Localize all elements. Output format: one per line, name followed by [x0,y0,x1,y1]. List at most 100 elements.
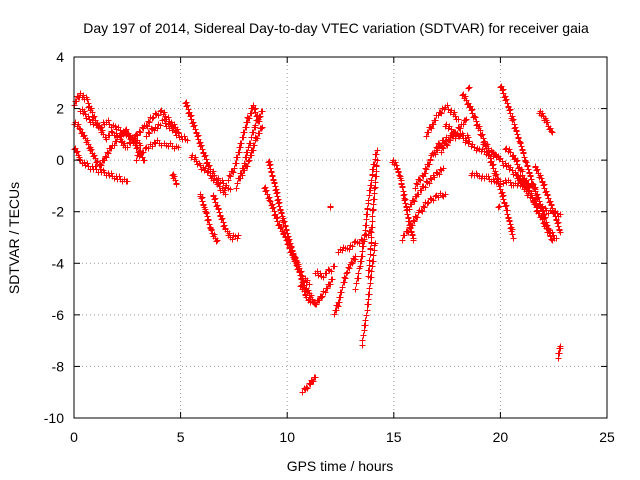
data-point [304,385,311,392]
data-point [198,142,205,149]
data-point [344,269,351,276]
data-point [124,144,131,151]
data-point [133,157,140,164]
data-point [442,191,449,198]
data-point [241,129,248,136]
data-point [143,122,150,129]
data-point [211,231,218,238]
data-point [447,137,454,144]
data-point [528,192,535,199]
data-point [513,158,520,165]
data-point [438,149,445,156]
data-point [108,145,115,152]
data-track [299,374,319,396]
data-point [312,374,319,381]
data-point [526,169,533,176]
data-point [246,157,253,164]
data-point [226,172,233,179]
data-point [412,185,419,192]
data-point [145,118,152,125]
data-point [202,152,209,159]
data-point [522,184,529,191]
data-point [352,286,359,293]
data-point [126,139,133,146]
data-point [355,270,362,277]
data-point [295,265,302,272]
data-point [221,187,228,194]
data-point [252,122,259,129]
data-point [422,165,429,172]
data-point [493,171,500,178]
data-point [430,197,437,204]
data-point [348,259,355,266]
data-point [439,144,446,151]
data-point [552,213,559,220]
data-point [105,117,112,124]
data-point [423,133,430,140]
data-point [422,184,429,191]
data-point [361,238,368,245]
data-point [76,125,83,132]
data-track [406,165,447,213]
data-point [365,273,372,280]
data-point [149,143,156,150]
data-point [370,258,377,265]
data-point [292,257,299,264]
data-point [399,183,406,190]
data-point [438,110,445,117]
data-point [406,206,413,213]
data-point [525,166,532,173]
x-tick-label: 0 [70,429,78,445]
data-point [282,223,289,230]
data-track [143,116,191,144]
data-point [235,232,242,239]
data-point [214,237,221,244]
data-point [431,149,438,156]
data-point [192,154,199,161]
data-track [71,145,131,185]
data-point [104,149,111,156]
data-point [267,165,274,172]
data-point [121,140,128,147]
data-point [409,231,416,238]
data-point [259,108,266,115]
data-point [199,198,206,205]
data-point [432,193,439,200]
data-point [103,154,110,161]
x-tick-label: 15 [386,429,402,445]
data-track [331,253,359,318]
data-point [198,195,205,202]
data-point [199,146,206,153]
data-point [271,179,278,186]
data-point [296,268,303,275]
data-point [331,263,338,270]
data-point [364,307,371,314]
data-point [466,138,473,145]
data-point [547,125,554,132]
data-point [437,109,444,116]
data-point [320,274,327,281]
data-point [430,121,437,128]
data-point [414,214,421,221]
data-track [312,263,338,281]
data-point [339,284,346,291]
data-point [506,146,513,153]
data-point [93,159,100,166]
data-point [370,252,377,259]
data-point [366,291,373,298]
data-point [75,121,82,128]
data-point [500,196,507,203]
data-point [97,166,104,173]
data-point [421,204,428,211]
data-point [411,198,418,205]
data-point [172,129,179,136]
data-point [137,142,144,149]
data-point [308,292,315,299]
data-point [418,207,425,214]
data-point [202,165,209,172]
data-point [434,145,441,152]
data-point [154,125,161,132]
data-point [398,180,405,187]
data-point [149,115,156,122]
data-point [85,113,92,120]
